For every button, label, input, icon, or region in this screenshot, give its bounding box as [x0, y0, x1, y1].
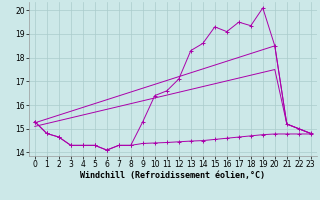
X-axis label: Windchill (Refroidissement éolien,°C): Windchill (Refroidissement éolien,°C)	[80, 171, 265, 180]
